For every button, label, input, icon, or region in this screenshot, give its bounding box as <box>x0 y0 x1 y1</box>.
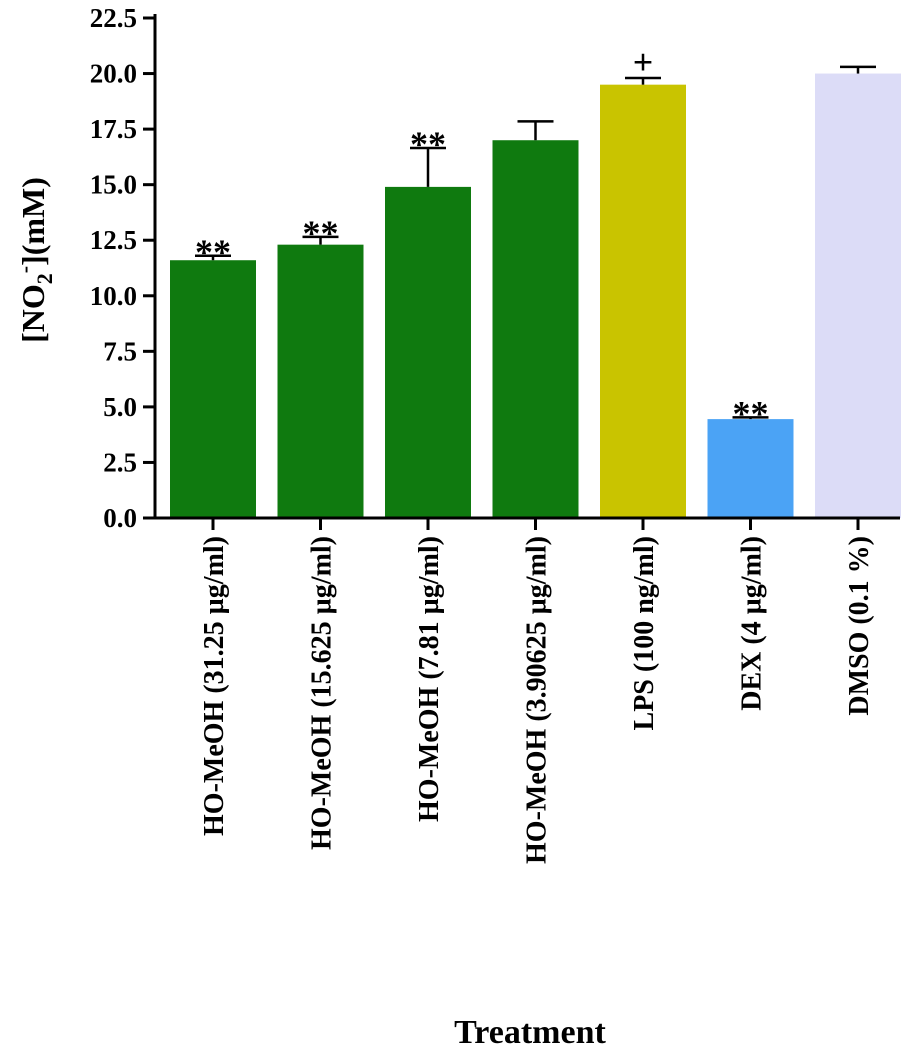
y-tick-label-4: 7.5 <box>103 336 137 366</box>
bars-layer <box>170 73 901 519</box>
x-axis-title: Treatment <box>454 1014 606 1051</box>
significance-mark-5: + <box>633 42 654 82</box>
category-label-2: HO-MeOH (15.625 µg/ml) <box>307 536 338 850</box>
y-tick-label-6: 12.5 <box>90 225 137 255</box>
bar-3 <box>385 186 471 518</box>
y-tick-label-3: 5.0 <box>103 392 137 422</box>
significance-mark-1: ** <box>195 232 231 272</box>
bar-6 <box>707 419 794 518</box>
labels-layer: HO-MeOH (31.25 µg/ml) HO-MeOH (15.625 µg/… <box>90 3 875 864</box>
y-axis-title: [NO2-](mM) <box>12 177 57 343</box>
bar-1 <box>170 260 256 518</box>
y-axis-title-prefix: [NO <box>15 284 51 343</box>
axes-layer <box>143 14 900 530</box>
bar-4 <box>492 140 579 518</box>
y-axis-title-suffix: ](mM) <box>15 177 51 266</box>
bar-2 <box>277 244 364 518</box>
y-axis-title-superscript: - <box>12 266 37 273</box>
y-axis-title-subscript: 2 <box>32 273 57 284</box>
y-tick-label-9: 20.0 <box>90 59 137 89</box>
category-label-7: DMSO (0.1 %) <box>844 536 875 716</box>
error-bars-layer <box>195 65 876 420</box>
significance-mark-2: ** <box>303 213 339 253</box>
y-tick-label-5: 10.0 <box>90 281 137 311</box>
category-label-1: HO-MeOH (31.25 µg/ml) <box>199 536 230 836</box>
bar-7 <box>815 73 901 519</box>
y-tick-label-7: 15.0 <box>90 170 137 200</box>
bar-5 <box>600 84 686 519</box>
significance-layer: ** ** ** + ** <box>195 42 769 433</box>
category-label-4: HO-MeOH (3.90625 µg/ml) <box>522 536 553 864</box>
y-tick-label-1: 0.0 <box>103 503 137 533</box>
significance-mark-6: ** <box>733 393 769 433</box>
y-tick-label-8: 17.5 <box>90 114 137 144</box>
y-tick-label-10: 22.5 <box>90 3 137 33</box>
category-label-6: DEX (4 µg/ml) <box>737 536 768 711</box>
significance-mark-3: ** <box>410 124 446 164</box>
category-label-3: HO-MeOH (7.81 µg/ml) <box>414 536 445 822</box>
category-label-5: LPS (100 ng/ml) <box>629 536 660 730</box>
y-tick-label-2: 2.5 <box>103 447 137 477</box>
